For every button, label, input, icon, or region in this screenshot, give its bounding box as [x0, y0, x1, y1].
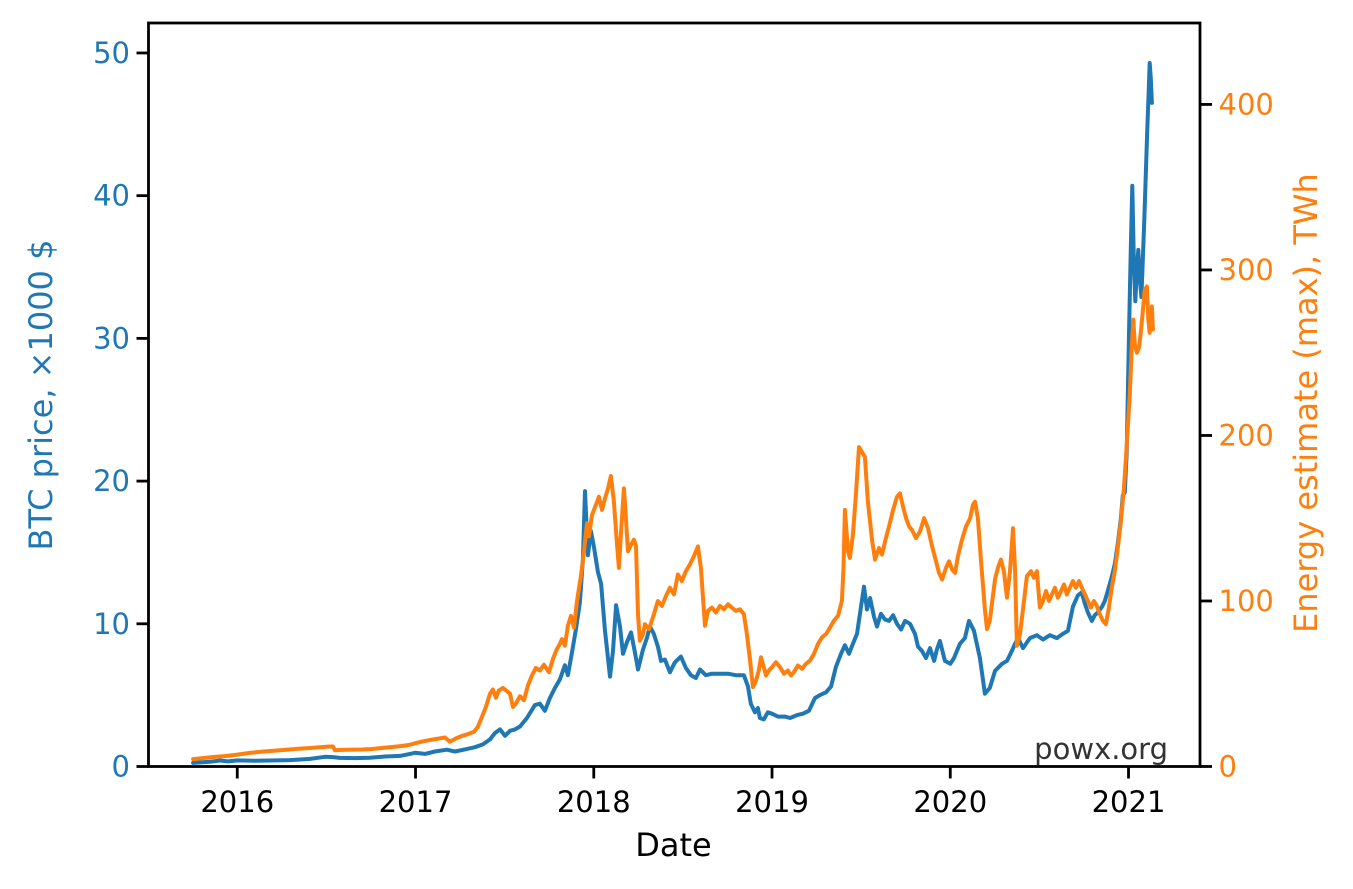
left-tick-label: 20 [93, 464, 130, 498]
btc-price-line [191, 61, 1154, 765]
right-axis-label: Energy estimate (max), TWh [1287, 173, 1325, 633]
x-tick-label: 2018 [557, 785, 631, 819]
left-axis-label: BTC price, ×1000 $ [22, 240, 60, 551]
x-tick-label: 2020 [913, 785, 987, 819]
x-axis-label: Date [635, 826, 711, 864]
plot-frame [147, 21, 1202, 768]
x-tick-label: 2017 [379, 785, 453, 819]
series-lines [191, 61, 1155, 765]
energy-line [191, 284, 1155, 762]
left-tick-label: 0 [112, 750, 130, 784]
left-axis-ticks: 0 10 20 30 40 50 [93, 36, 149, 784]
x-tick-label: 2019 [735, 785, 809, 819]
x-tick-label: 2021 [1092, 785, 1166, 819]
right-tick-label: 300 [1219, 253, 1274, 287]
left-tick-label: 40 [93, 179, 130, 213]
right-axis-ticks: 0 100 200 300 400 [1200, 87, 1274, 784]
right-tick-label: 0 [1219, 750, 1237, 784]
right-tick-label: 100 [1219, 584, 1274, 618]
watermark: powx.org [1034, 732, 1168, 766]
x-tick-label: 2016 [200, 785, 274, 819]
right-tick-label: 200 [1219, 418, 1274, 452]
x-axis-ticks: 2016 2017 2018 2019 2020 2021 [200, 766, 1166, 819]
left-tick-label: 10 [93, 607, 130, 641]
right-tick-label: 400 [1219, 87, 1274, 121]
left-tick-label: 50 [93, 36, 130, 70]
left-tick-label: 30 [93, 321, 130, 355]
